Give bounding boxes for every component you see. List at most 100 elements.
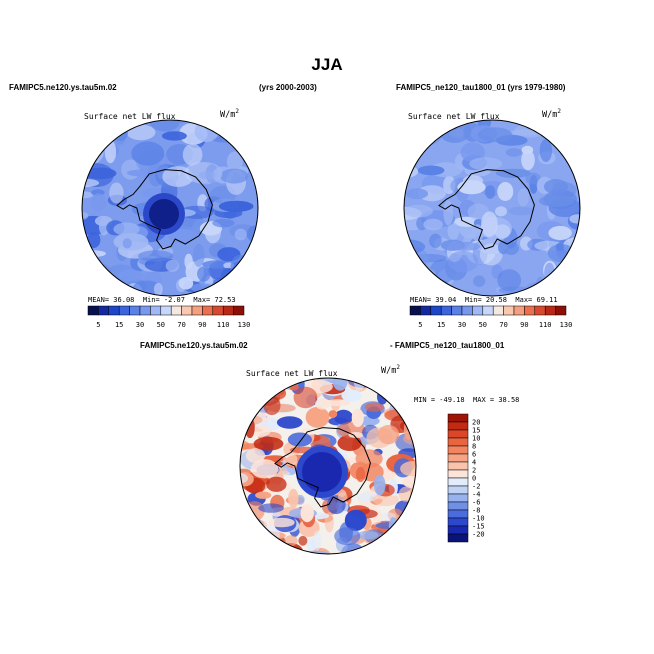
map-field-patch bbox=[312, 530, 322, 551]
map-field-patch bbox=[348, 432, 364, 438]
map-field-patch bbox=[240, 396, 250, 409]
map-field-patch bbox=[328, 410, 338, 419]
panel1-colorbar: 5 15 30 50 70 90 110 130 bbox=[87, 305, 250, 329]
map-field-patch bbox=[241, 128, 255, 141]
map-field-patch bbox=[315, 398, 330, 410]
map-field-patch bbox=[234, 228, 247, 241]
panel1-stats: MEAN= 36.08 Min= -2.07 Max= 72.53 bbox=[88, 296, 236, 304]
map-field-patch bbox=[337, 435, 362, 451]
colorbar-swatch bbox=[503, 305, 515, 316]
map-field-patch bbox=[245, 448, 266, 463]
map-field-patch bbox=[138, 250, 174, 262]
map-field-patch bbox=[194, 120, 219, 143]
colorbar-tick-label: 90 bbox=[520, 321, 528, 329]
map-field-patch bbox=[402, 432, 416, 446]
coastline bbox=[274, 427, 371, 508]
map-field-patch bbox=[219, 279, 245, 296]
map-field-patch bbox=[374, 543, 396, 554]
map-field-patch bbox=[477, 120, 492, 132]
colorbar-tick-label: 30 bbox=[458, 321, 466, 329]
map-field-patch bbox=[268, 551, 298, 554]
map-field-patch bbox=[253, 436, 284, 451]
map-field-patch bbox=[240, 472, 249, 484]
map-field-patch bbox=[423, 218, 443, 231]
map-field-patch bbox=[96, 282, 119, 293]
map-field-patch bbox=[188, 162, 223, 185]
colorbar-tick-label: 30 bbox=[136, 321, 144, 329]
case-years: (yrs 2000-2003) bbox=[259, 83, 317, 92]
colorbar-swatch bbox=[544, 305, 556, 316]
colorbar-swatch bbox=[513, 305, 525, 316]
map-field-patch bbox=[356, 530, 379, 540]
colorbar-swatch bbox=[447, 509, 469, 519]
colorbar-swatch bbox=[98, 305, 110, 316]
map-field-patch bbox=[259, 378, 269, 395]
map-field-patch bbox=[334, 527, 361, 546]
panel2-min: 20.58 bbox=[485, 296, 507, 304]
map-field-patch bbox=[497, 269, 522, 292]
map-field-patch bbox=[412, 122, 443, 146]
map-field-patch bbox=[416, 280, 442, 296]
map-field-patch bbox=[266, 476, 287, 492]
map-field-patch bbox=[222, 284, 240, 296]
colorbar-tick-label: 8 bbox=[472, 443, 476, 451]
map-field-patch bbox=[87, 231, 101, 248]
map-field-patch bbox=[226, 151, 243, 173]
diff-control-label: - FAMIPC5_ne120_tau1800_01 bbox=[390, 341, 505, 350]
map-field-patch bbox=[334, 409, 353, 425]
colorbar-swatch bbox=[212, 305, 224, 316]
map-field-patch bbox=[240, 535, 252, 554]
colorbar-swatch bbox=[420, 305, 432, 316]
colorbar-swatch bbox=[447, 469, 469, 479]
map-field-patch bbox=[544, 262, 555, 284]
map-field-patch bbox=[566, 120, 580, 123]
map-field-patch bbox=[117, 269, 144, 282]
map-field-patch bbox=[82, 285, 91, 296]
map-field-patch bbox=[245, 524, 264, 539]
map-field-patch bbox=[276, 416, 303, 429]
map-field-patch bbox=[245, 417, 255, 439]
panel2-title: Surface net LW flux bbox=[408, 112, 500, 121]
map-field-patch bbox=[407, 393, 416, 411]
colorbar-tick-label: 15 bbox=[115, 321, 123, 329]
map-field-patch bbox=[197, 285, 232, 293]
colorbar-swatch bbox=[447, 517, 469, 527]
colorbar-swatch bbox=[222, 305, 234, 316]
map-field-patch bbox=[477, 127, 513, 143]
map-field-patch bbox=[221, 267, 236, 283]
map-field-patch bbox=[250, 425, 271, 437]
map-field-patch bbox=[282, 453, 298, 466]
map-field-patch bbox=[555, 243, 564, 251]
map-field-patch bbox=[408, 126, 430, 136]
map-field-patch bbox=[404, 168, 410, 177]
colorbar-swatch bbox=[555, 305, 567, 316]
panel2-mean-label: MEAN= bbox=[410, 296, 432, 304]
panel2-polar-map bbox=[403, 119, 581, 297]
panel2-stats: MEAN= 39.04 Min= 20.58 Max= 69.11 bbox=[410, 296, 558, 304]
colorbar-tick-label: 10 bbox=[472, 435, 480, 443]
map-field-patch bbox=[469, 157, 503, 171]
map-field-patch bbox=[405, 532, 416, 550]
map-field-patch bbox=[197, 266, 211, 282]
map-field-patch bbox=[82, 120, 97, 141]
map-field-patch bbox=[126, 124, 156, 141]
diff-case-label: FAMIPC5.ne120.ys.tau5m.02 bbox=[140, 341, 248, 350]
colorbar-swatch bbox=[170, 305, 182, 316]
map-field-patch bbox=[89, 279, 104, 293]
map-field-patch bbox=[246, 132, 258, 153]
map-pole-core bbox=[149, 199, 179, 229]
map-field-patch bbox=[405, 188, 429, 200]
colorbar-swatch bbox=[524, 305, 536, 316]
panel1-mean: 36.08 bbox=[113, 296, 135, 304]
map-field-patch bbox=[397, 543, 416, 551]
map-field-patch bbox=[268, 517, 295, 528]
map-field-patch bbox=[165, 259, 180, 272]
map-field-patch bbox=[375, 522, 400, 529]
map-field-patch bbox=[82, 262, 112, 282]
map-field-patch bbox=[109, 182, 124, 204]
colorbar-tick-label: 110 bbox=[539, 321, 552, 329]
colorbar-tick-label: 5 bbox=[418, 321, 422, 329]
map-field-patch bbox=[193, 243, 205, 267]
map-field-patch bbox=[388, 544, 416, 554]
